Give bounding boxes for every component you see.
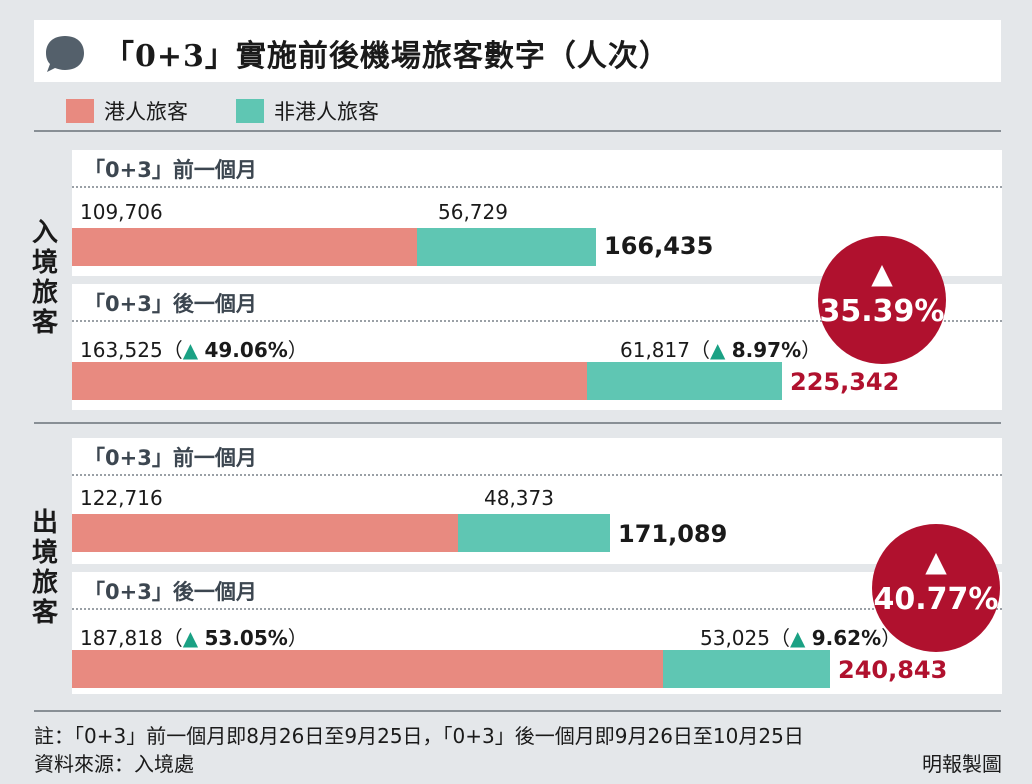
inbound-total-change: 35.39% [819,294,945,329]
bar-hk [72,228,417,266]
dotted-divider [72,608,1002,610]
panel-title: 「0+3」後一個月 [84,292,257,316]
nonhk-change: 9.62% [811,626,882,650]
bar-hk [72,514,458,552]
hk-change: 53.05% [204,626,288,650]
up-arrow-icon: ▲ [182,338,199,362]
panel-title: 「0+3」前一個月 [84,158,257,182]
hk-value: 187,818 [80,626,163,650]
chart-title: 「0+3」實施前後機場旅客數字（人次） [104,39,670,74]
title-box: 「0+3」實施前後機場旅客數字（人次） [34,20,1001,82]
dotted-divider [72,320,1002,322]
speech-bubble-icon [46,36,84,72]
dotted-divider [72,474,1002,476]
hk-change: 49.06% [204,338,288,362]
nonhk-value-label: 61,817（▲ 8.97%） [620,334,821,363]
outbound-total-change: 40.77% [873,582,999,617]
outbound-change-badge: ▲ 40.77% [872,524,1000,652]
paren-close: ） [801,338,822,362]
up-arrow-icon: ▲ [871,257,893,290]
nonhk-value-label: 48,373 [484,486,554,510]
panel-title: 「0+3」前一個月 [84,446,257,470]
source: 資料來源：入境處 [34,752,194,776]
panel-title: 「0+3」後一個月 [84,580,257,604]
nonhk-value-label: 56,729 [438,200,508,224]
footnote: 註：「0+3」前一個月即8月26日至9月25日，「0+3」後一個月即9月26日至… [34,724,804,748]
legend-item-hk: 港人旅客 [66,96,188,126]
total-label: 166,435 [604,232,714,260]
nonhk-value: 61,817 [620,338,690,362]
bar-hk [72,650,663,688]
up-arrow-icon: ▲ [789,626,806,650]
paren-close: ） [287,338,308,362]
nonhk-value-label: 53,025（▲ 9.62%） [700,622,901,651]
section-label-outbound: 出 境 旅 客 [31,508,58,628]
up-arrow-icon: ▲ [925,545,947,578]
paren-close: ） [287,626,308,650]
nonhk-value: 53,025 [700,626,770,650]
panel-outbound-after: 「0+3」後一個月 187,818（▲ 53.05%） 53,025（▲ 9.6… [72,572,1002,694]
hk-value-label: 122,716 [80,486,163,510]
paren-open: （ [162,626,183,650]
up-arrow-icon: ▲ [182,626,199,650]
legend-item-nonhk: 非港人旅客 [236,96,379,126]
hk-value-label: 109,706 [80,200,163,224]
nonhk-change: 8.97% [731,338,802,362]
section-label-inbound: 入 境 旅 客 [31,218,58,338]
total-label: 240,843 [838,656,948,684]
hk-value-label: 187,818（▲ 53.05%） [80,622,308,651]
bar-nonhk [663,650,830,688]
total-label: 171,089 [618,520,728,548]
paren-open: （ [689,338,710,362]
panel-inbound-before: 「0+3」前一個月 109,706 56,729 166,435 [72,150,1002,276]
panel-outbound-before: 「0+3」前一個月 122,716 48,373 171,089 [72,438,1002,564]
dotted-divider [72,186,1002,188]
paren-open: （ [162,338,183,362]
divider-top [34,130,1001,132]
legend-label-hk: 港人旅客 [104,100,188,124]
hk-value: 163,525 [80,338,163,362]
bar-nonhk [587,362,782,400]
legend-swatch-hk [66,99,94,123]
bar-hk [72,362,587,400]
total-label: 225,342 [790,368,900,396]
bar-nonhk [417,228,596,266]
legend: 港人旅客 非港人旅客 [66,96,427,126]
divider-bottom [34,710,1001,712]
paren-open: （ [769,626,790,650]
divider-middle [34,422,1001,424]
credit: 明報製圖 [922,752,1002,776]
hk-value-label: 163,525（▲ 49.06%） [80,334,308,363]
bar-nonhk [458,514,610,552]
up-arrow-icon: ▲ [709,338,726,362]
inbound-change-badge: ▲ 35.39% [818,236,946,364]
legend-swatch-nonhk [236,99,264,123]
legend-label-nonhk: 非港人旅客 [274,100,379,124]
